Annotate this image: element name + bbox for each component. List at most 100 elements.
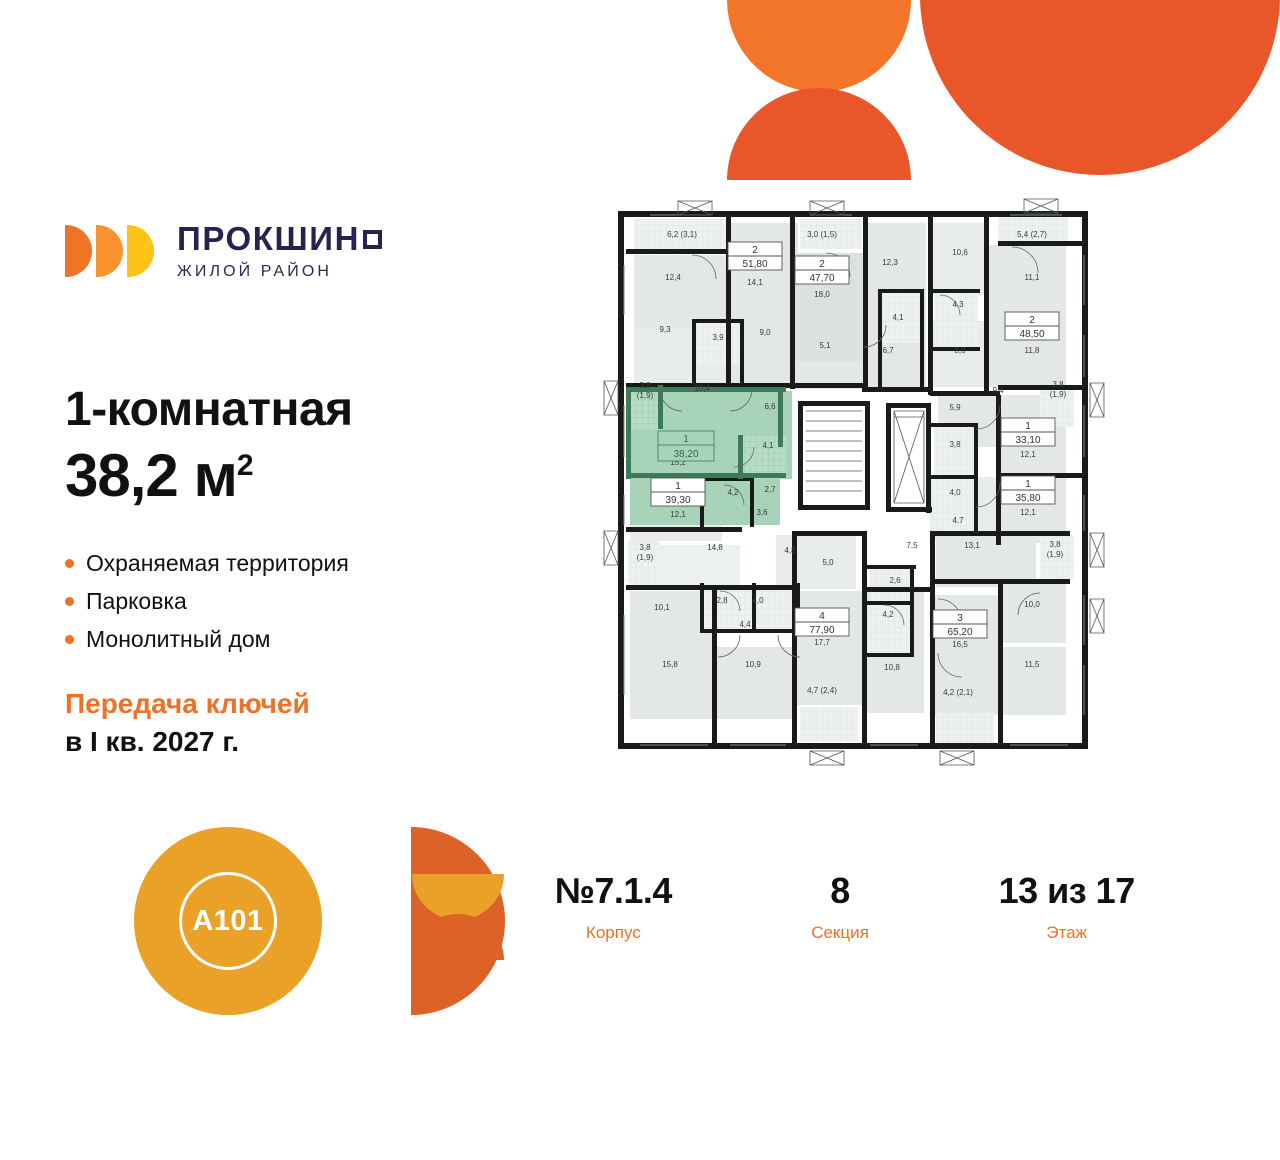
key-handover-date: в I кв. 2027 г. [65,726,240,757]
list-item: Монолитный дом [65,626,349,653]
room-area-label: 14,8 [707,543,723,552]
room-area-label: 3,8 [949,440,961,449]
logo-mark-3-icon [127,225,154,277]
brand-text-block: ПРОКШИН ЖИЛОЙ РАЙОН [177,220,383,281]
room-area-label: 8,0 [954,346,966,355]
room-area-label: 5,9 [949,403,961,412]
floor-plan-svg: 6,2 (3,1) 3,0 (1,5) 5,4 (2,7)12,414,118,01… [603,198,1105,766]
info-etazh: 13 из 17 Этаж [953,870,1180,970]
a101-circle-icon: A101 [134,827,322,1015]
room-area-label: 15,8 [662,660,678,669]
apartment-badges: 251,80 247,70248,50133,10135,80139,30477,… [650,241,1060,639]
room-area-label: 9,3 [659,325,671,334]
door-swings [659,246,1041,678]
apartment-badge: 477,90 [794,607,850,637]
korpus-label: Корпус [585,923,641,942]
brand-subtitle: ЖИЛОЙ РАЙОН [177,263,333,280]
apartment-rooms-count: 2 [1029,315,1035,326]
room-area-label: 9,4 [992,386,1004,395]
room-area-label: 6,7 [882,346,894,355]
apartment-rooms-count: 2 [752,245,758,256]
room-area-label: 2,7 [764,485,776,494]
apartment-rooms-count: 4 [819,611,825,622]
room-area-label: 3,8 [1049,540,1061,549]
brand-title: ПРОКШИН [177,220,361,257]
apartment-badge: 251,80 [727,241,783,271]
room-area-label: (1,9) [637,391,654,400]
left-info-column: ПРОКШИН ЖИЛОЙ РАЙОН 1-комнатная 38,2 м2 … [60,0,520,1160]
area-value: 38,2 м [65,442,238,509]
room-area-label: 4,1 [892,313,904,322]
apartment-rooms-count: 1 [1025,479,1031,490]
room-area-labels: 6,2 (3,1) 3,0 (1,5) 5,4 (2,7)12,414,118,01… [637,230,1067,697]
prokshino-logo: ПРОКШИН ЖИЛОЙ РАЙОН [65,220,383,281]
sekciya-value: 8 [830,870,850,911]
sekciya-label: Секция [811,923,869,942]
feature-label: Охраняемая территория [86,550,349,576]
room-area-label: 3,0 (1,5) [807,230,837,239]
room-area-label: 3,8 [639,543,651,552]
korpus-value: №7.1.4 [554,870,673,911]
list-item: Охраняемая территория [65,550,349,577]
bullet-dot-icon [65,597,74,606]
apartment-rooms-count: 1 [1025,421,1031,432]
room-area-label: 11,8 [1025,346,1041,355]
apartment-area-value: 47,70 [809,273,834,284]
etazh-label: Этаж [1046,923,1087,942]
key-handover-title: Передача ключей [65,688,310,719]
room-area-label: (1,9) [637,553,654,562]
room-area-label: 12,1 [1020,450,1036,459]
apartment-badge: 248,50 [1004,311,1060,341]
room-area-label: 4,7 (2,4) [807,686,837,695]
apartment-badge: 365,20 [932,609,988,639]
apartment-area-value: 51,80 [742,259,767,270]
decorative-half-circle-light [727,0,911,92]
apartment-area-value: 39,30 [665,495,690,506]
room-area-label: 18,0 [814,290,830,299]
logo-mark-2-icon [96,225,123,277]
apartment-rooms-count: 3 [957,613,963,624]
feature-list: Охраняемая территория Парковка Монолитны… [65,550,349,664]
room-area-label: 3,6 [756,508,768,517]
room-area-label: 12,1 [670,510,686,519]
room-area-label: 12,1 [1020,508,1036,517]
apartment-rooms-count: 1 [675,481,681,492]
info-korpus: №7.1.4 Корпус [500,870,727,970]
selected-apartment-badge: 1 38,20 [657,430,715,462]
apartment-area-value: 48,50 [1019,329,1044,340]
room-area-label: 17,7 [814,638,830,647]
area-unit-superscript: 2 [236,449,254,482]
room-area-label: 12,4 [665,273,681,282]
a101-label: A101 [192,904,264,937]
room-area-label: 4,3 [952,300,964,309]
bullet-dot-icon [65,559,74,568]
room-area-label: 10,8 [884,663,900,672]
core-details [806,410,925,504]
room-area-label: 4,7 [952,516,964,525]
room-area-label: 10,0 [1024,600,1040,609]
room-area-label: 10,9 [745,660,761,669]
room-area-label: 5,0 [822,558,834,567]
selected-area-value: 38,20 [673,449,698,460]
room-area-label: (1,9) [1050,390,1067,399]
logo-mark-1-icon [65,225,92,277]
apartment-badge: 135,80 [1000,475,1056,505]
apartment-area-value: 77,90 [809,625,834,636]
room-area-label: 12,3 [882,258,898,267]
room-area-label: 13,1 [964,541,980,550]
feature-label: Монолитный дом [86,626,271,652]
info-sekciya: 8 Секция [727,870,954,970]
a101-developer-logo: A101 [72,820,505,1025]
apartment-badge: 133,10 [1000,417,1056,447]
room-area-label: 5,4 (2,7) [1017,230,1047,239]
area-title: 38,2 м2 [65,441,353,510]
brand-title-row: ПРОКШИН [177,220,383,257]
room-area-label: 4,0 [752,596,764,605]
logo-marks [65,225,154,277]
room-count-title: 1-комнатная [65,383,353,436]
apartment-area-value: 35,80 [1015,493,1040,504]
floor-plan: 6,2 (3,1) 3,0 (1,5) 5,4 (2,7) 12,4 14,1 18,0 1… [600,195,1105,810]
apartment-headline: 1-комнатная 38,2 м2 [65,382,353,510]
room-area-label: 10,6 [952,248,968,257]
